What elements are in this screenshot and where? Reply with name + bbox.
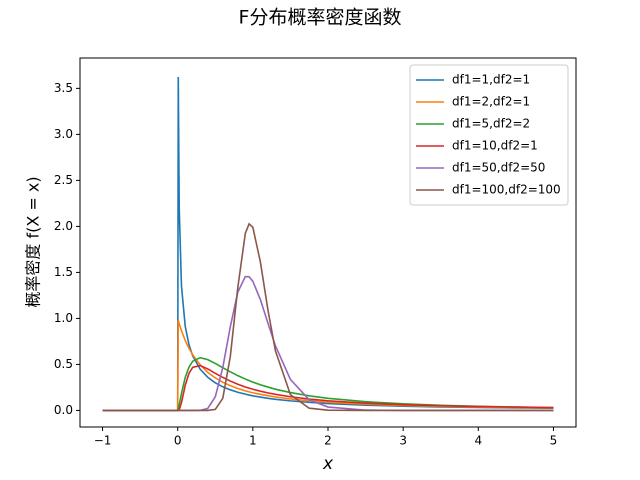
plot-frame — [79, 57, 577, 428]
x-axis-label: x — [322, 454, 334, 474]
y-axis-label: 概率密度 f(X = x) — [24, 176, 43, 307]
x-tick-label: 3 — [399, 434, 407, 448]
y-tick-label: 0.0 — [54, 403, 73, 417]
legend-label: df1=5,df2=2 — [452, 117, 530, 131]
chart-title: F分布概率密度函数 — [239, 7, 402, 29]
legend-label: df1=10,df2=1 — [452, 139, 538, 153]
x-tick-label: 0 — [174, 434, 182, 448]
line — [102, 222, 554, 412]
line — [102, 76, 554, 412]
line — [102, 356, 554, 412]
x-tick-label: 4 — [474, 434, 482, 448]
x-tick-label: −1 — [94, 434, 112, 448]
y-tick-label: 2.0 — [54, 219, 73, 233]
y-tick-label: 3.0 — [54, 127, 73, 141]
legend-label: df1=1,df2=1 — [452, 73, 530, 87]
y-tick-label: 0.5 — [54, 357, 73, 371]
legend-label: df1=100,df2=100 — [452, 183, 561, 197]
x-tick-label: 5 — [550, 434, 558, 448]
legend-box — [409, 64, 569, 206]
line — [102, 364, 554, 412]
legend-label: df1=2,df2=1 — [452, 95, 530, 109]
y-tick-label: 1.5 — [54, 265, 73, 279]
y-tick-label: 2.5 — [54, 173, 73, 187]
x-tick-label: 1 — [249, 434, 257, 448]
line — [102, 320, 554, 412]
y-tick-label: 1.0 — [54, 311, 73, 325]
x-tick-label: 2 — [324, 434, 332, 448]
legend-label: df1=50,df2=50 — [452, 161, 545, 175]
y-tick-label: 3.5 — [54, 81, 73, 95]
